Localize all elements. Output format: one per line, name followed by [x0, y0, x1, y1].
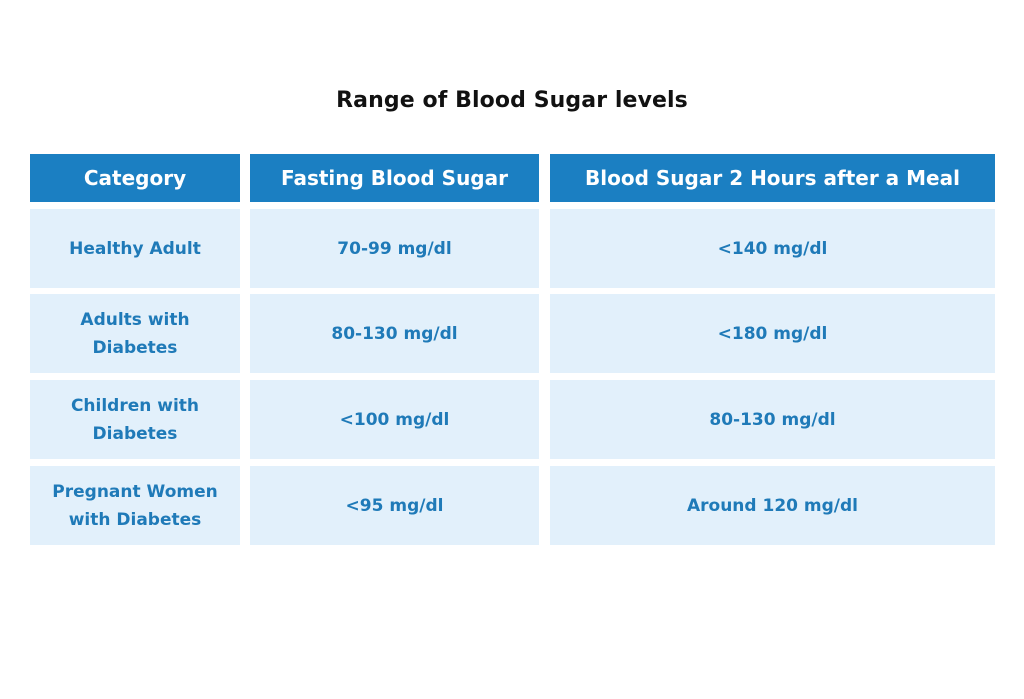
post-meal-cell: <140 mg/dl [550, 209, 995, 288]
page-title: Range of Blood Sugar levels [336, 88, 688, 113]
header-post-meal: Blood Sugar 2 Hours after a Meal [550, 154, 995, 202]
header-fasting: Fasting Blood Sugar [250, 154, 539, 202]
header-category: Category [30, 154, 240, 202]
category-cell: Healthy Adult [30, 209, 240, 288]
post-meal-cell: Around 120 mg/dl [550, 466, 995, 545]
fasting-cell: <100 mg/dl [250, 380, 539, 459]
post-meal-cell: <180 mg/dl [550, 294, 995, 373]
fasting-cell: 70-99 mg/dl [250, 209, 539, 288]
category-cell: Adults with Diabetes [30, 294, 240, 373]
category-cell: Pregnant Women with Diabetes [30, 466, 240, 545]
fasting-cell: <95 mg/dl [250, 466, 539, 545]
fasting-cell: 80-130 mg/dl [250, 294, 539, 373]
post-meal-cell: 80-130 mg/dl [550, 380, 995, 459]
category-cell: Children with Diabetes [30, 380, 240, 459]
